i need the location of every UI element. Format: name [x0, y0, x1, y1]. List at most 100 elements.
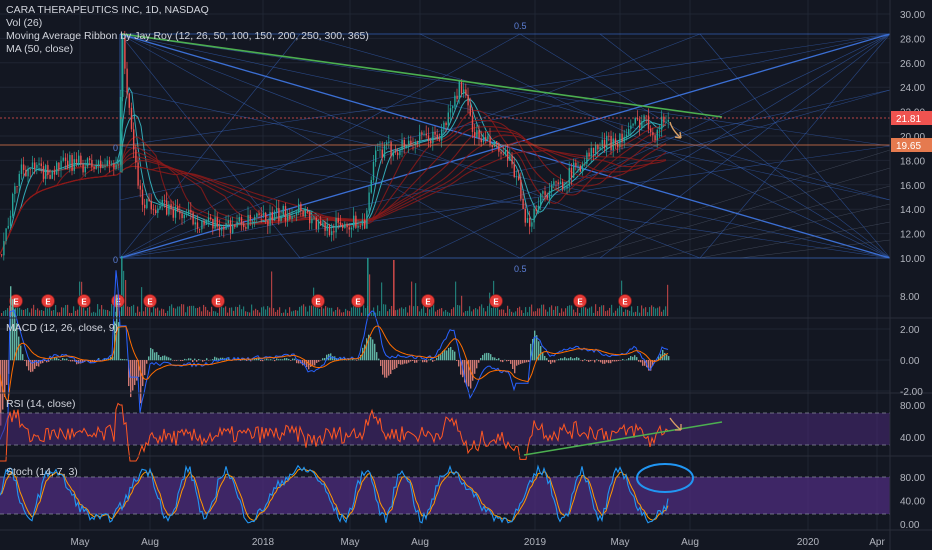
candle-body: [291, 215, 293, 220]
stoch-axis[interactable]: 80.00 40.00 0.00: [900, 473, 925, 531]
macd-hist-bar: [560, 358, 562, 361]
rsi-axis[interactable]: 80.00 40.00: [900, 401, 925, 444]
macd-hist-bar: [146, 360, 148, 364]
candle-body: [216, 217, 218, 227]
volume-bar: [23, 310, 25, 316]
macd-hist-bar: [60, 360, 62, 361]
macd-hist-bar: [360, 354, 362, 361]
time-axis[interactable]: May Aug 2018 May Aug 2019 May Aug 2020 Apr: [71, 537, 886, 548]
macd-hist-bar: [2, 360, 4, 410]
candle-body: [388, 141, 390, 143]
fan-ray: [119, 33, 301, 259]
macd-hist-bar: [608, 360, 610, 364]
volume-bar: [131, 306, 133, 316]
macd-hist-bar: [198, 359, 200, 361]
volume-bar: [471, 311, 473, 316]
candle-body: [570, 167, 573, 178]
volume-bar: [213, 311, 215, 316]
macd-hist-bar: [490, 354, 492, 361]
macd-hist-bar: [458, 360, 460, 367]
time-tick-label: Aug: [411, 537, 429, 548]
candle-body: [423, 133, 425, 135]
macd-hist-bar: [444, 349, 446, 361]
macd-hist-bar: [112, 356, 114, 361]
macd-hist-bar: [412, 360, 414, 362]
macd-hist-bar: [406, 360, 408, 364]
candle-body: [251, 220, 254, 222]
volume-bar: [5, 310, 7, 316]
candle-body: [247, 214, 249, 229]
stoch-band: [0, 477, 890, 514]
macd-hist-bar: [448, 347, 450, 361]
candle-body: [58, 162, 60, 170]
macd-hist-bar: [460, 360, 462, 375]
volume-bar: [573, 309, 575, 316]
macd-hist-bar: [616, 360, 618, 362]
macd-hist-bar: [34, 360, 36, 369]
candle-body: [3, 240, 5, 256]
macd-hist-bar: [38, 360, 40, 367]
candle-body: [526, 218, 529, 223]
candle-body: [608, 135, 610, 137]
stochastic-pane[interactable]: [0, 463, 890, 524]
macd-hist-bar: [528, 360, 530, 362]
rsi-pane[interactable]: [0, 402, 890, 462]
candle-body: [414, 142, 416, 146]
volume-bar: [161, 308, 163, 316]
stoch-tick-label: 80.00: [900, 473, 925, 484]
macd-pane[interactable]: [0, 270, 670, 440]
macd-hist-bar: [370, 337, 372, 361]
candle-body: [333, 231, 335, 233]
earnings-marker-label: E: [147, 298, 153, 307]
macd-hist-bar: [610, 360, 612, 364]
macd-hist-bar: [548, 360, 550, 362]
candle-body: [337, 217, 339, 223]
stoch-tick-label: 0.00: [900, 520, 920, 531]
candle-body: [119, 97, 122, 165]
macd-axis[interactable]: 2.00 0.00 -2.00: [900, 325, 923, 398]
volume-bar: [557, 306, 559, 316]
fan-ray: [539, 149, 891, 259]
macd-hist-bar: [292, 358, 294, 361]
candle-body: [152, 209, 155, 211]
volume-bar: [533, 311, 535, 316]
volume-bar: [587, 308, 589, 316]
candle-body: [227, 220, 229, 224]
macd-hist-bar: [24, 360, 26, 361]
last-price-badge: 21.81: [891, 111, 932, 125]
candle-body: [438, 139, 441, 141]
volume-bar: [71, 312, 73, 316]
candle-body: [537, 205, 540, 211]
volume-bar: [393, 260, 395, 316]
volume-bar: [317, 305, 319, 316]
macd-hist-bar: [246, 360, 248, 361]
volume-bar: [15, 305, 17, 316]
macd-hist-bar: [304, 360, 306, 366]
macd-hist-bar: [192, 360, 194, 363]
candle-body: [621, 133, 623, 142]
volume-bar: [371, 312, 373, 316]
volume-bar: [347, 310, 349, 316]
candle-body: [661, 116, 663, 130]
macd-hist-bar: [378, 358, 380, 361]
candle-body: [654, 135, 656, 141]
candle-body: [491, 145, 493, 147]
volume-bar: [661, 311, 663, 316]
macd-hist-bar: [182, 360, 184, 361]
macd-hist-bar: [260, 360, 262, 362]
volume-bar: [629, 310, 631, 316]
macd-hist-bar: [364, 344, 366, 361]
macd-hist-bar: [484, 353, 486, 361]
volume-bar: [231, 307, 233, 316]
macd-hist-bar: [168, 357, 170, 361]
candle-body: [205, 220, 207, 225]
candle-body: [344, 223, 346, 229]
candle-body: [25, 169, 27, 177]
volume-bar: [77, 309, 79, 316]
volume-bar: [301, 305, 303, 316]
volume-bar: [285, 309, 287, 316]
volume-bar: [203, 304, 205, 316]
